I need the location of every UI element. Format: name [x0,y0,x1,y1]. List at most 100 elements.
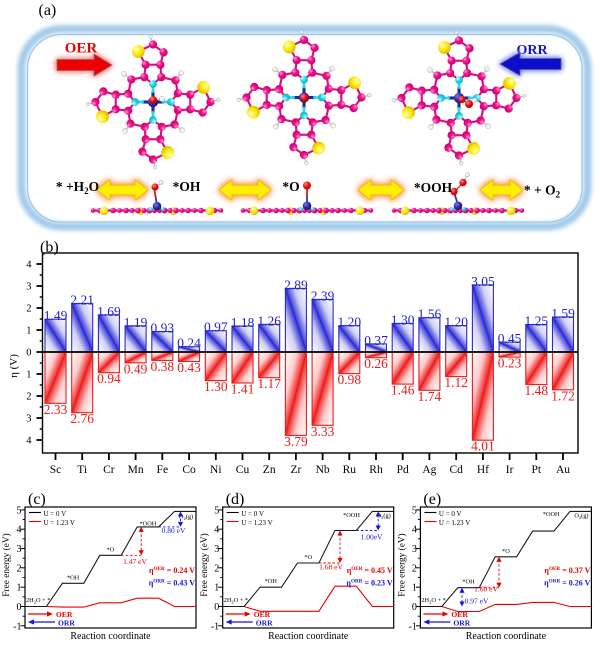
svg-text:Hf: Hf [477,464,489,476]
svg-text:4: 4 [214,525,219,536]
svg-text:ηORR = 0.23 V: ηORR = 0.23 V [346,579,392,588]
svg-text:3.05: 3.05 [471,274,495,289]
svg-text:ηOER = 0.45 V: ηOER = 0.45 V [347,566,393,575]
svg-text:1.18: 1.18 [231,315,255,330]
svg-text:1.26: 1.26 [257,313,281,328]
svg-text:2.89: 2.89 [284,277,308,292]
svg-text:3: 3 [26,414,31,425]
svg-text:0.98: 0.98 [337,372,361,387]
svg-text:*OOH: *OOH [343,512,360,519]
svg-text:Ir: Ir [506,464,514,476]
svg-text:3: 3 [17,544,22,555]
svg-text:1.25: 1.25 [524,314,548,329]
svg-text:OER: OER [451,610,468,619]
svg-text:*OOH: *OOH [543,511,560,518]
svg-text:Zr: Zr [290,464,301,476]
svg-text:Fe: Fe [157,464,169,476]
svg-text:1.68 eV: 1.68 eV [319,563,343,572]
svg-text:Zn: Zn [263,464,276,476]
svg-text:U = 1.23 V: U = 1.23 V [439,519,470,527]
svg-text:*OH: *OH [173,179,201,194]
svg-text:1.17: 1.17 [257,376,281,391]
svg-text:0.94: 0.94 [97,371,121,386]
svg-text:0.93: 0.93 [150,321,174,336]
svg-text:OER: OER [56,610,73,619]
svg-text:Free energy (eV): Free energy (eV) [1,533,12,596]
svg-text:1.47 eV: 1.47 eV [123,557,147,566]
svg-text:1.74: 1.74 [418,389,442,404]
svg-text:0.38: 0.38 [150,359,174,374]
svg-text:4: 4 [26,260,32,271]
svg-text:*O: *O [502,548,510,555]
svg-text:4.01: 4.01 [471,439,495,454]
svg-text:1: 1 [17,583,22,594]
svg-text:0: 0 [214,602,219,613]
svg-text:2: 2 [412,563,417,574]
svg-text:*OH: *OH [265,578,278,585]
svg-text:0.97: 0.97 [204,320,228,335]
svg-text:(e): (e) [423,491,441,508]
svg-text:0: 0 [26,348,31,359]
svg-text:U = 0 V: U = 0 V [241,510,264,518]
svg-text:(c): (c) [28,491,46,508]
svg-text:1: 1 [26,326,31,337]
svg-text:0.24: 0.24 [177,336,201,351]
svg-text:ηOER = 0.24 V: ηOER = 0.24 V [149,566,195,575]
svg-text:1.12: 1.12 [444,375,468,390]
svg-text:1.46: 1.46 [391,383,415,398]
svg-text:Pt: Pt [532,464,542,476]
svg-text:1.49: 1.49 [44,308,68,323]
svg-text:1.59: 1.59 [551,306,575,321]
svg-text:U = 0 V: U = 0 V [439,510,462,518]
svg-text:2H2O + *: 2H2O + * [224,597,248,605]
svg-text:OER: OER [254,610,271,619]
svg-text:Mn: Mn [128,464,144,476]
svg-text:2H2O + *: 2H2O + * [421,597,445,605]
svg-text:* +H2O: * +H2O [56,179,99,196]
svg-text:ORR: ORR [453,619,470,628]
svg-text:1.60 eV: 1.60 eV [474,585,498,594]
svg-text:ORR: ORR [58,619,75,628]
svg-text:-1: -1 [409,621,417,632]
svg-text:3.79: 3.79 [284,434,308,449]
svg-text:ηOER = 0.37 V: ηOER = 0.37 V [544,566,590,575]
svg-text:O2(g): O2(g) [377,513,391,521]
svg-text:Ti: Ti [77,464,87,476]
svg-text:Sc: Sc [50,464,62,476]
svg-text:2H2O + *: 2H2O + * [26,597,50,605]
svg-text:0.23: 0.23 [498,356,522,371]
svg-text:ORR: ORR [516,43,548,58]
svg-text:1.48: 1.48 [524,383,548,398]
svg-text:O2(g): O2(g) [179,514,193,522]
svg-text:Reaction coordinate: Reaction coordinate [268,631,349,642]
svg-text:Free energy (eV): Free energy (eV) [397,533,408,596]
svg-text:0.49: 0.49 [124,361,148,376]
svg-text:*O: *O [304,554,312,561]
svg-text:0.43: 0.43 [177,360,201,375]
svg-text:Au: Au [556,464,570,476]
svg-text:U = 1.23 V: U = 1.23 V [241,519,272,527]
svg-text:5: 5 [214,505,219,516]
svg-text:0.37: 0.37 [364,333,388,348]
svg-text:Free energy (eV): Free energy (eV) [199,533,210,596]
svg-text:Ru: Ru [343,464,357,476]
svg-text:Reaction coordinate: Reaction coordinate [466,631,547,642]
svg-text:1.30: 1.30 [391,312,415,327]
svg-text:0.80 eV: 0.80 eV [162,526,186,535]
svg-text:2: 2 [214,563,219,574]
svg-text:2: 2 [26,392,31,403]
svg-text:U = 0 V: U = 0 V [44,510,67,518]
svg-text:*OH: *OH [462,579,475,586]
svg-text:Nb: Nb [316,464,330,476]
svg-text:ηORR = 0.43 V: ηORR = 0.43 V [149,579,195,588]
svg-text:4: 4 [17,525,22,536]
svg-text:1.69: 1.69 [97,304,121,319]
svg-text:ηORR = 0.26 V: ηORR = 0.26 V [544,579,590,588]
svg-text:*OH: *OH [67,574,80,581]
svg-text:-1: -1 [211,621,219,632]
svg-text:4: 4 [26,436,32,447]
svg-text:2.39: 2.39 [311,288,335,303]
svg-text:2.33: 2.33 [44,402,68,417]
svg-text:1: 1 [26,370,31,381]
svg-text:1.72: 1.72 [551,388,575,403]
